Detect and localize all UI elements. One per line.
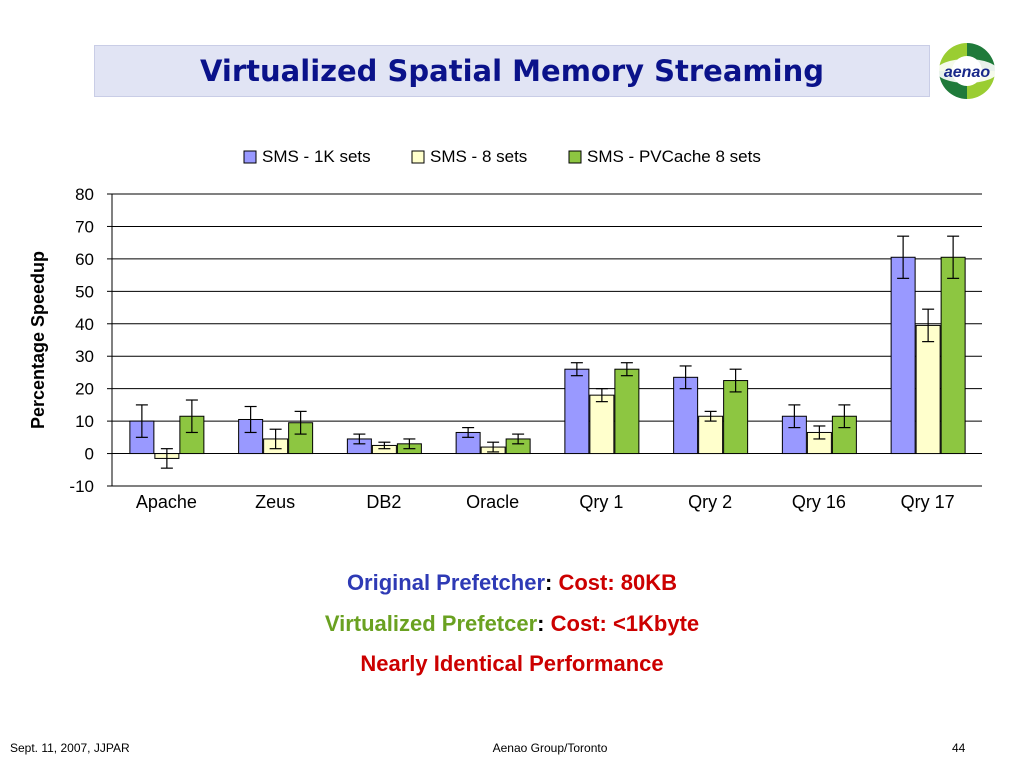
bar-chart: -10 0 10 20 30 40 50 60 70 80 Percentage Speedup Ap… — [28, 147, 982, 512]
logo-text: aenao — [944, 64, 990, 81]
x-tick-label: Qry 2 — [688, 492, 732, 512]
bar — [673, 376, 699, 455]
caption-line-2: Virtualized Prefetcer: Cost: <1Kbyte — [0, 611, 1024, 637]
x-tick-label: DB2 — [366, 492, 401, 512]
x-tick-label: Zeus — [255, 492, 295, 512]
legend-swatch — [411, 150, 425, 164]
caption-line-1: Original Prefetcher: Cost: 80KB — [0, 570, 1024, 596]
bar — [614, 368, 640, 455]
x-tick-label: Qry 17 — [901, 492, 955, 512]
bar — [940, 256, 966, 455]
caption-1-part-2: : — [545, 570, 559, 595]
x-tick-label: Apache — [136, 492, 197, 512]
y-tick-label: 60 — [75, 250, 94, 269]
bar — [564, 368, 590, 455]
bar — [698, 415, 724, 455]
caption-line-3: Nearly Identical Performance — [0, 651, 1024, 677]
x-tick-label: Oracle — [466, 492, 519, 512]
x-tick-label: Qry 16 — [792, 492, 846, 512]
caption-2-part-2: : — [537, 611, 551, 636]
bar — [179, 415, 205, 455]
aenao-logo: aenao — [932, 40, 1002, 102]
slide-title: Virtualized Spatial Memory Streaming — [200, 54, 824, 88]
bar — [915, 324, 941, 455]
bar — [723, 380, 749, 455]
y-axis-label: Percentage Speedup — [28, 251, 48, 429]
x-tick-label: Qry 1 — [579, 492, 623, 512]
footer-center: Aenao Group/Toronto — [492, 741, 608, 755]
legend-label: SMS - 1K sets — [262, 147, 371, 166]
legend-swatch — [568, 150, 582, 164]
caption-2-part-3: Cost: <1Kbyte — [550, 611, 700, 636]
footer-left: Sept. 11, 2007, JJPAR — [10, 741, 130, 755]
legend-swatch — [243, 150, 257, 164]
bar — [890, 256, 916, 455]
y-tick-label: 80 — [75, 185, 94, 204]
y-tick-label: 10 — [75, 412, 94, 431]
caption-3-part-1: Nearly Identical Performance — [360, 651, 664, 676]
y-tick-label: 0 — [85, 445, 94, 464]
y-tick-label: -10 — [69, 477, 94, 496]
y-tick-label: 70 — [75, 217, 94, 236]
y-tick-label: 40 — [75, 315, 94, 334]
y-tick-label: 50 — [75, 282, 94, 301]
legend-label: SMS - PVCache 8 sets — [587, 147, 761, 166]
y-tick-label: 20 — [75, 380, 94, 399]
caption-1-part-3: Cost: 80KB — [558, 570, 678, 595]
caption-1-part-1: Original Prefetcher — [346, 570, 546, 595]
bar — [589, 394, 615, 455]
legend-label: SMS - 8 sets — [430, 147, 527, 166]
y-tick-label: 30 — [75, 347, 94, 366]
title-banner: Virtualized Spatial Memory Streaming — [94, 45, 930, 97]
caption-2-part-1: Virtualized Prefetcer — [324, 611, 538, 636]
footer-right: 44 — [952, 741, 966, 755]
